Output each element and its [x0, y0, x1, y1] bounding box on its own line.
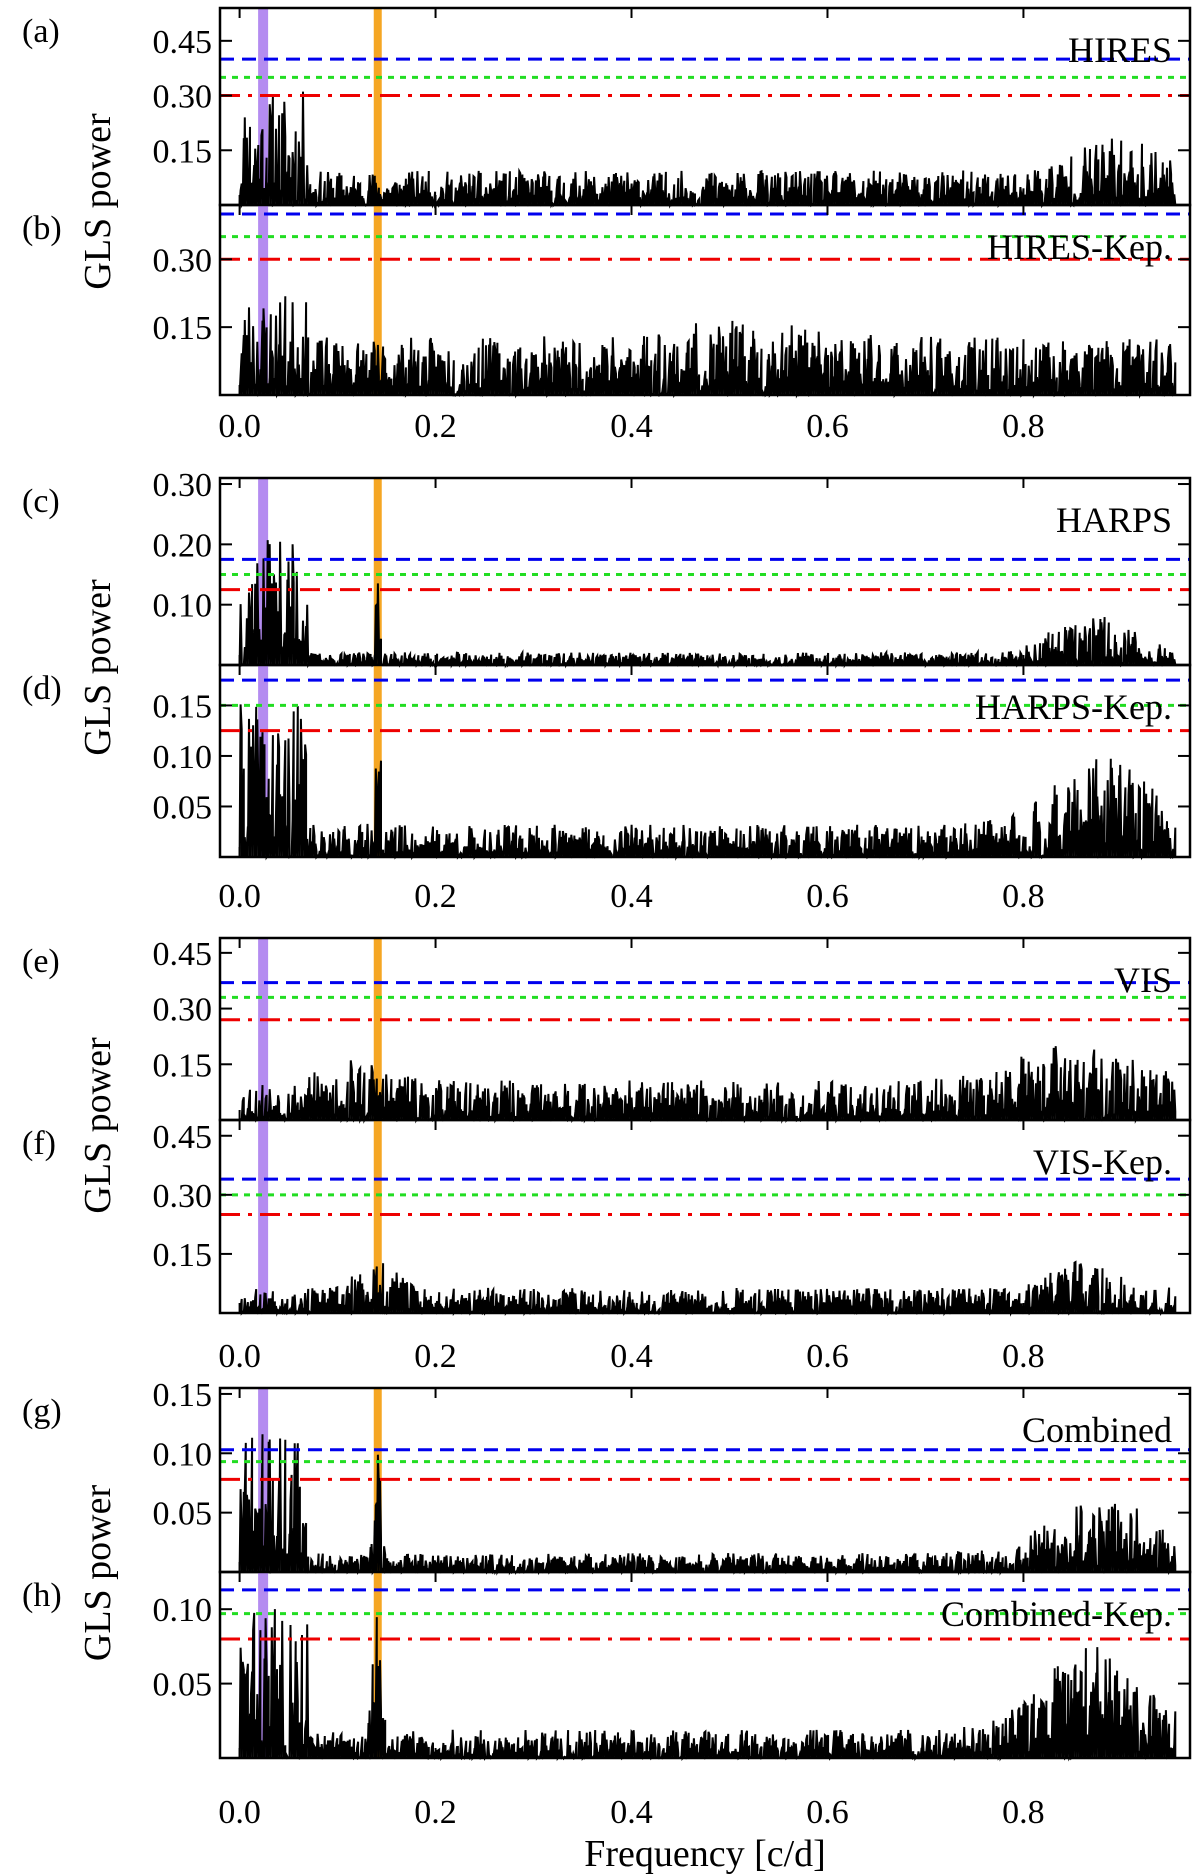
- panel-e: 0.15 0.30 0.45 (e) VIS GLS power: [22, 936, 1192, 1214]
- plot-frame: [218, 1570, 1192, 1760]
- x-axis-label: Frequency [c/d]: [584, 1833, 826, 1874]
- y-tick-label: 0.15: [153, 1377, 213, 1414]
- dataset-label: VIS: [1114, 960, 1172, 1000]
- x-tick-label: 0.8: [1002, 1338, 1045, 1375]
- panel-letter: (c): [22, 483, 60, 520]
- x-tick-label: 0.0: [218, 1338, 261, 1375]
- y-tick-label: 0.10: [153, 1592, 213, 1629]
- x-tick-label: 0.6: [806, 878, 849, 915]
- y-tick-label: 0.30: [153, 467, 213, 504]
- panel-d: 0.05 0.10 0.15 (d) HARPS-Kep.: [22, 663, 1192, 861]
- y-axis-label: GLS power: [77, 1485, 119, 1662]
- y-tick-label: 0.45: [153, 936, 213, 973]
- panel-letter: (e): [22, 943, 60, 980]
- x-tick-label: 0.6: [806, 1794, 849, 1831]
- x-tick-label: 0.8: [1002, 878, 1045, 915]
- highlight-band-purple: [258, 1120, 269, 1313]
- y-axis-label: GLS power: [77, 579, 119, 756]
- x-tick-label: 0.6: [806, 408, 849, 445]
- x-tick-label: 0.2: [414, 1794, 457, 1831]
- y-tick-label: 0.30: [153, 242, 213, 279]
- periodogram-line: [238, 91, 1177, 209]
- y-tick-label: 0.15: [153, 1047, 213, 1084]
- y-axis-label: GLS power: [77, 113, 119, 290]
- highlight-band-orange: [373, 665, 382, 857]
- periodogram-line: [238, 296, 1177, 399]
- panel-f: 0.15 0.30 0.45 (f) VIS-Kep.: [22, 1118, 1192, 1317]
- dataset-label: HARPS-Kep.: [975, 687, 1172, 727]
- plot-frame: [218, 6, 1192, 207]
- dataset-label: HARPS: [1056, 500, 1172, 540]
- y-tick-label: 0.30: [153, 79, 213, 116]
- x-tick-label: 0.4: [610, 408, 653, 445]
- x-tick-label: 0.0: [218, 1794, 261, 1831]
- y-tick-label: 0.45: [153, 24, 213, 61]
- plot-frame: [218, 476, 1192, 667]
- x-tick-label: 0.6: [806, 1338, 849, 1375]
- y-tick-label: 0.10: [153, 739, 213, 776]
- highlight-band-orange: [373, 1120, 382, 1313]
- dataset-label: HIRES: [1068, 30, 1172, 70]
- highlight-band-purple: [258, 8, 269, 205]
- dataset-label: Combined-Kep.: [941, 1594, 1172, 1634]
- x-tick-labels-row-2: 0.0 0.2 0.4 0.6 0.8: [218, 878, 1044, 915]
- y-axis-label: GLS power: [77, 1037, 119, 1214]
- plot-frame: [218, 1118, 1192, 1315]
- y-tick-label: 0.15: [153, 310, 213, 347]
- panel-letter: (a): [22, 13, 60, 50]
- panel-c: 0.10 0.20 0.30 (c) HARPS GLS power: [22, 467, 1192, 756]
- y-tick-label: 0.30: [153, 1178, 213, 1215]
- y-tick-label: 0.10: [153, 588, 213, 625]
- x-tick-label: 0.2: [414, 878, 457, 915]
- x-tick-label: 0.4: [610, 1338, 653, 1375]
- x-tick-label: 0.0: [218, 878, 261, 915]
- highlight-band-orange: [373, 205, 382, 395]
- y-tick-label: 0.05: [153, 789, 213, 826]
- y-tick-label: 0.15: [153, 133, 213, 170]
- plot-frame: [218, 203, 1192, 397]
- y-tick-label: 0.30: [153, 992, 213, 1029]
- dataset-label: Combined: [1022, 1410, 1172, 1450]
- panel-letter: (g): [22, 1393, 62, 1430]
- panel-letter: (b): [22, 210, 62, 247]
- dataset-label: VIS-Kep.: [1033, 1142, 1172, 1182]
- y-tick-label: 0.10: [153, 1436, 213, 1473]
- panel-letter: (f): [22, 1125, 56, 1162]
- periodogram-line: [238, 1609, 1177, 1762]
- y-tick-label: 0.05: [153, 1496, 213, 1533]
- x-tick-label: 0.2: [414, 408, 457, 445]
- y-tick-label: 0.20: [153, 527, 213, 564]
- dataset-label: HIRES-Kep.: [987, 227, 1172, 267]
- highlight-band-orange: [373, 8, 382, 205]
- panel-letter: (h): [22, 1577, 62, 1614]
- y-tick-label: 0.45: [153, 1119, 213, 1156]
- highlight-band-purple: [258, 938, 269, 1120]
- x-tick-labels-row-1: 0.0 0.2 0.4 0.6 0.8: [218, 408, 1044, 445]
- y-tick-label: 0.05: [153, 1667, 213, 1704]
- highlight-band-purple: [258, 1572, 269, 1758]
- x-tick-label: 0.4: [610, 1794, 653, 1831]
- highlight-band-orange: [373, 938, 382, 1120]
- x-tick-labels-row-4: 0.0 0.2 0.4 0.6 0.8: [218, 1794, 1044, 1831]
- x-tick-label: 0.2: [414, 1338, 457, 1375]
- panel-b: 0.15 0.30 (b) HIRES-Kep.: [22, 203, 1192, 399]
- panel-letter: (d): [22, 670, 62, 707]
- x-tick-label: 0.8: [1002, 1794, 1045, 1831]
- panel-h: 0.05 0.10 (h) Combined-Kep.: [22, 1570, 1192, 1762]
- highlight-band-purple: [258, 205, 269, 395]
- highlight-band-orange: [373, 478, 382, 665]
- y-tick-label: 0.15: [153, 688, 213, 725]
- x-tick-labels-row-3: 0.0 0.2 0.4 0.6 0.8: [218, 1338, 1044, 1375]
- x-tick-label: 0.0: [218, 408, 261, 445]
- x-tick-label: 0.4: [610, 878, 653, 915]
- plot-frame: [218, 663, 1192, 859]
- x-tick-label: 0.8: [1002, 408, 1045, 445]
- y-tick-label: 0.15: [153, 1237, 213, 1274]
